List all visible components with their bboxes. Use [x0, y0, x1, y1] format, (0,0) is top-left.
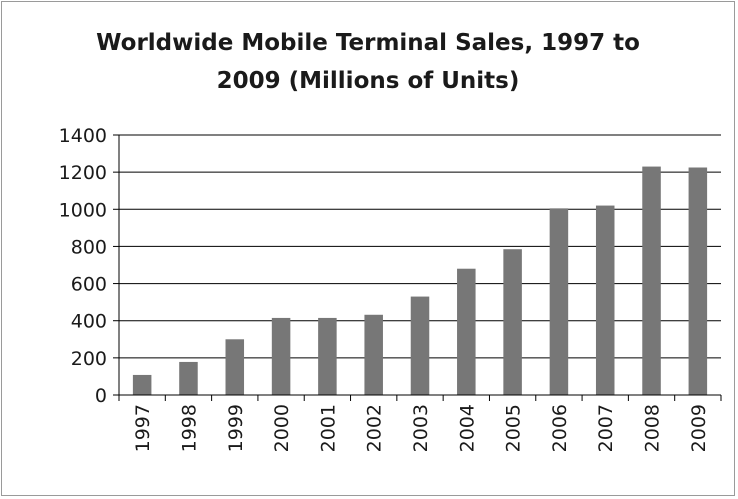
x-tick-label: 2009: [688, 404, 710, 452]
y-tick-labels: 0 200 400 600 800 1000 1200 1400: [59, 125, 107, 407]
bar: [503, 249, 522, 395]
bar: [642, 166, 661, 395]
bar: [225, 339, 245, 395]
x-tick-label: 1997: [132, 404, 154, 452]
x-tick-label: 2008: [642, 404, 664, 452]
bar: [410, 296, 430, 395]
x-tick-label: 2003: [410, 404, 432, 452]
axes: [113, 134, 722, 401]
y-tick-label: 1000: [59, 199, 107, 221]
y-tick-label: 1200: [59, 162, 107, 184]
bar: [364, 314, 383, 395]
x-tick-label: 2001: [317, 404, 339, 452]
x-tick-labels: 1997 1998 1999 2000 2001 2002 2003 2004 2005 2006…: [132, 404, 710, 452]
chart-title-line-2: 2009 (Millions of Units): [216, 68, 520, 94]
x-tick-label: 2004: [456, 404, 478, 452]
bar: [688, 167, 708, 395]
y-tick-label: 200: [71, 348, 107, 370]
x-tick-label: 2000: [271, 404, 293, 452]
x-tick-label: 2002: [364, 404, 386, 452]
y-tick-label: 0: [95, 385, 107, 407]
bar: [457, 268, 476, 395]
x-tick-label: 1999: [225, 404, 247, 452]
x-tick-label: 2006: [549, 404, 571, 452]
bar: [179, 361, 198, 395]
y-tick-label: 800: [71, 236, 107, 258]
chart-title-line-1: Worldwide Mobile Terminal Sales, 1997 to: [96, 30, 640, 56]
x-tick-label: 1998: [178, 404, 200, 452]
y-tick-label: 600: [71, 274, 107, 296]
y-tick-label: 400: [71, 311, 107, 333]
bar: [595, 205, 615, 395]
y-tick-label: 1400: [59, 125, 107, 147]
bars: [132, 166, 708, 395]
bar: [549, 208, 569, 395]
bar: [318, 317, 337, 395]
x-tick-label: 2005: [503, 404, 525, 452]
gridlines: [119, 134, 721, 359]
bar: [271, 317, 291, 395]
chart-title: Worldwide Mobile Terminal Sales, 1997 to…: [0, 24, 736, 100]
bar: [132, 374, 152, 395]
x-tick-label: 2007: [595, 404, 617, 452]
